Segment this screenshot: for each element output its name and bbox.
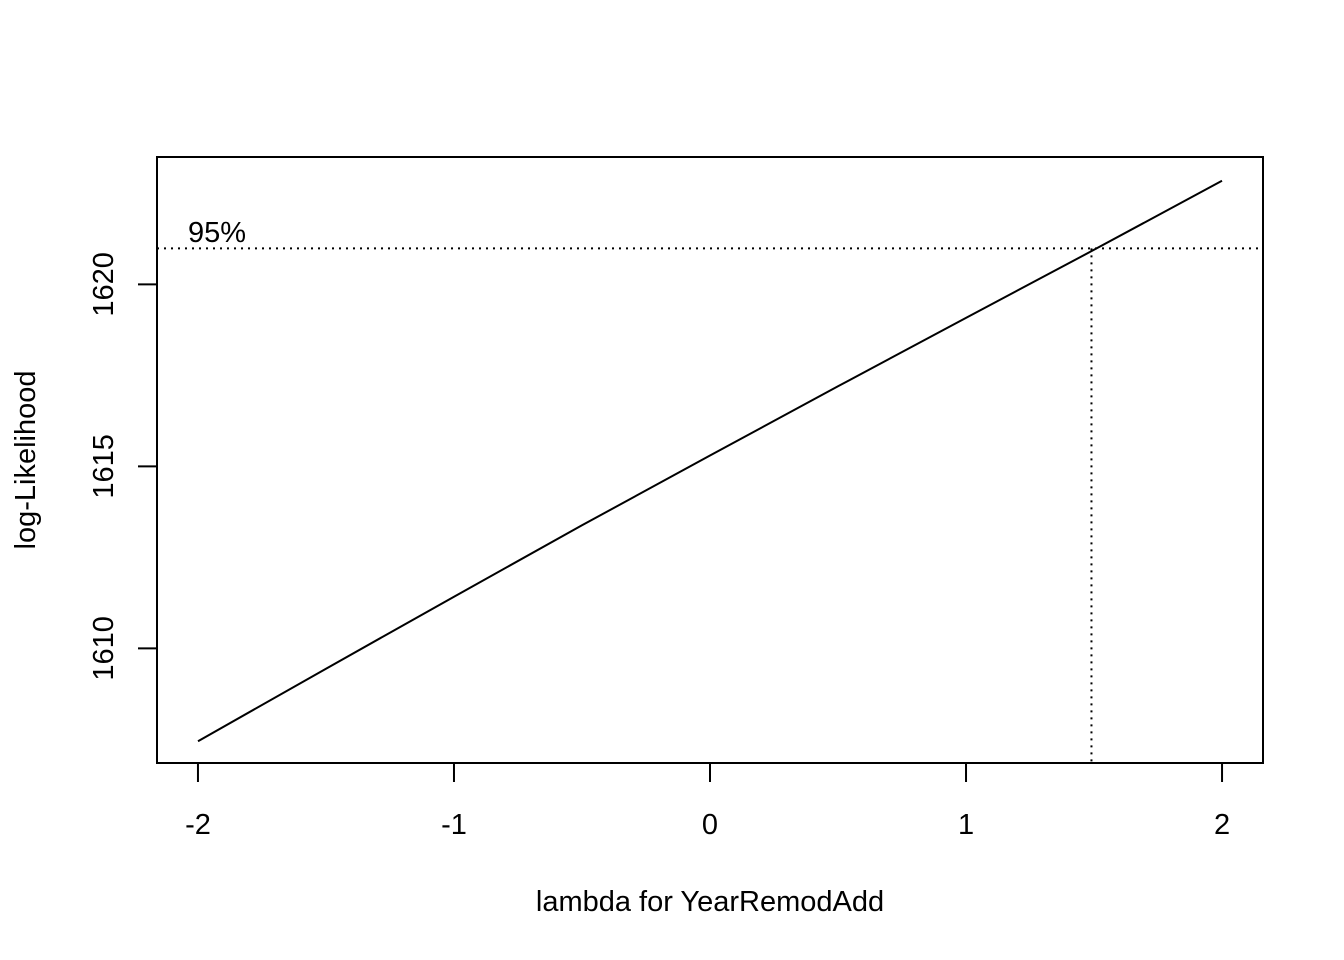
x-tick-label: 1: [958, 809, 974, 841]
x-tick-label: -1: [441, 809, 467, 841]
y-axis-title: log-Likelihood: [10, 371, 42, 550]
loglik-curve: [197, 179, 1223, 743]
confidence-layer: [157, 247, 1263, 763]
x-tick-label: 0: [702, 809, 718, 841]
x-axis: -2 -1 0 1 2: [185, 762, 1230, 841]
x-axis-title: lambda for YearRemodAdd: [536, 886, 884, 918]
y-axis: 1610 1615 1620: [88, 252, 158, 681]
y-tick-label: 1615: [88, 434, 120, 499]
ci-label: 95%: [188, 217, 246, 249]
y-tick-label: 1620: [88, 252, 120, 317]
x-tick-label: 2: [1214, 809, 1230, 841]
x-tick-label: -2: [185, 809, 211, 841]
y-tick-label: 1610: [88, 616, 120, 681]
series-layer: [197, 179, 1223, 743]
